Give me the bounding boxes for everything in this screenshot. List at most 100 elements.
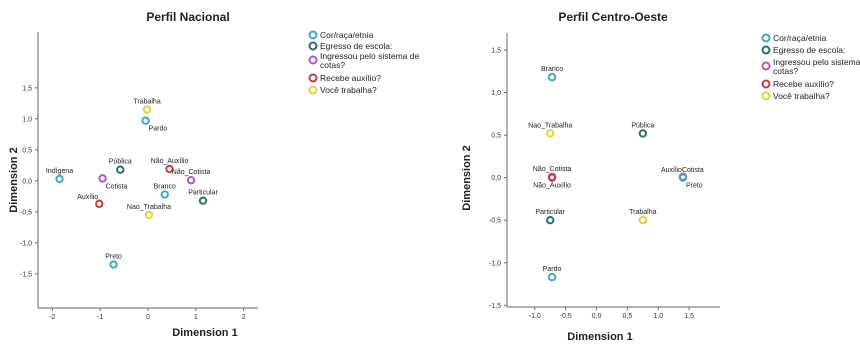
point-label: Preto <box>105 254 122 261</box>
point-label: Auxílio <box>77 194 98 201</box>
y-tick-label: -0,5 <box>20 209 32 216</box>
point-marker <box>547 73 557 82</box>
y-tick-label: -1,5 <box>20 271 32 278</box>
legend-label-cor: Cor/raça/etnia <box>320 30 374 40</box>
x-tick-label: 2 <box>242 314 246 321</box>
y-tick-label: 1,5 <box>22 85 32 92</box>
point-label: Nao_Trabalha <box>127 204 171 211</box>
point-marker <box>109 260 118 269</box>
point-marker <box>141 116 150 125</box>
legend-marker-egresso <box>761 45 771 55</box>
legend: Cor/raça/etnia Egresso de escola: Ingres… <box>308 30 422 95</box>
legend-label-trabalho: Você trabalha? <box>320 85 377 95</box>
plot-area: 1,5 1,0 0,5 0,0 -0,5 -1,0 -1,5 -2 -1 0 1 2 Trabalha P… <box>20 32 258 321</box>
legend-label-auxilio: Recebe auxílio? <box>320 73 381 83</box>
legend-label-auxilio: Recebe auxílio? <box>773 79 834 89</box>
point-marker <box>546 216 555 225</box>
legend-marker-cotas <box>308 55 318 65</box>
point-label: Branco <box>541 66 563 73</box>
y-tick-label: -1,5 <box>489 303 501 310</box>
x-tick-label: 0,0 <box>592 313 602 320</box>
x-tick-label: 1,5 <box>684 313 694 320</box>
point-label: Pardo <box>149 126 168 133</box>
point-label: Indígena <box>46 168 73 175</box>
y-tick-label: 0,5 <box>491 133 501 140</box>
legend-marker-trabalho <box>308 85 318 95</box>
x-tick-label: -1 <box>97 314 103 321</box>
point-label: Cotista <box>106 183 128 190</box>
legend-label-cotas-line-2: cotas? <box>320 60 345 70</box>
plot-area: 1,5 1,0 0,5 0,0 -0,5 -1,0 -1,5 -1,0 -0,5 0,0 0,5 1,… <box>489 33 720 320</box>
point-marker <box>98 174 107 183</box>
point-label: Não_Auxílio <box>533 183 571 190</box>
point-marker <box>142 105 152 114</box>
point-label: Particular <box>535 209 565 216</box>
point-marker <box>547 173 557 182</box>
point-label: Trabalha <box>629 209 656 216</box>
point-label: Particular <box>188 190 218 197</box>
y-tick-label: -1,0 <box>20 240 32 247</box>
chart-title: Perfil Centro-Oeste <box>558 10 668 24</box>
legend-label-trabalho: Você trabalha? <box>773 91 830 101</box>
legend-label-cotas: Ingressou pelo sistema de cotas? <box>320 51 422 70</box>
point-label: Não_Cotista <box>533 166 572 173</box>
point-marker <box>678 173 688 182</box>
x-axis-title: Dimension 1 <box>567 331 632 343</box>
x-tick-label: 1 <box>194 314 198 321</box>
point-marker <box>546 129 555 138</box>
point-marker <box>160 190 169 199</box>
point-marker <box>638 129 648 138</box>
point-label: Cotista <box>682 167 704 174</box>
legend-marker-cotas <box>761 61 771 71</box>
point-marker <box>95 199 104 209</box>
chart-svg-centro-oeste: Perfil Centro-Oeste Dimension 1 Dimensio… <box>461 10 860 343</box>
legend-marker-trabalho <box>761 91 771 101</box>
chart-perfil-centro-oeste: Perfil Centro-Oeste Dimension 1 Dimensio… <box>430 0 860 344</box>
point-marker <box>165 164 174 174</box>
chart-svg-nacional: Perfil Nacional Dimension 1 Dimension 2 … <box>8 10 422 339</box>
x-tick-label: 0,5 <box>623 313 633 320</box>
x-tick-label: -2 <box>49 314 55 321</box>
x-tick-label: -0,5 <box>560 313 572 320</box>
y-axis-title: Dimension 2 <box>8 147 20 212</box>
point-label: Auxílio <box>661 167 682 174</box>
y-tick-label: 0,0 <box>22 178 32 185</box>
point-marker <box>547 273 557 282</box>
x-tick-label: 0 <box>146 314 150 321</box>
x-axis-title: Dimension 1 <box>172 327 237 339</box>
x-tick-label: 1,0 <box>653 313 663 320</box>
y-tick-label: 1,0 <box>22 116 32 123</box>
legend-marker-egresso <box>308 41 318 51</box>
point-label: Pública <box>109 159 132 166</box>
legend-label-egresso: Egresso de escola: <box>773 45 845 55</box>
legend-marker-cor <box>308 30 318 40</box>
chart-title: Perfil Nacional <box>146 10 229 24</box>
point-label: Trabalha <box>133 99 160 106</box>
point-marker <box>116 165 125 174</box>
y-tick-label: 1,5 <box>491 48 501 55</box>
y-tick-label: 0,5 <box>22 147 32 154</box>
y-tick-label: 0,0 <box>491 175 501 182</box>
legend-marker-auxilio <box>761 79 771 89</box>
legend-label-cotas-line-1: Ingressou pelo sistema de <box>320 51 419 61</box>
point-marker <box>144 210 154 220</box>
point-marker <box>638 216 648 225</box>
legend-label-cotas-line-1: Ingressou pelo sistema de <box>773 57 860 67</box>
point-label: Não_Auxílio <box>151 158 189 165</box>
legend: Cor/raça/etnia Egresso de escola: Ingres… <box>761 33 860 101</box>
legend-label-cotas: Ingressou pelo sistema de cotas? <box>773 57 860 76</box>
y-tick-label: -1,0 <box>489 260 501 267</box>
point-label: Branco <box>154 183 176 190</box>
y-tick-label: 1,0 <box>491 90 501 97</box>
legend-label-egresso: Egresso de escola: <box>320 41 392 51</box>
point-marker <box>198 196 208 205</box>
point-label: Preto <box>686 183 703 190</box>
point-label: Pardo <box>543 266 562 273</box>
chart-perfil-nacional: Perfil Nacional Dimension 1 Dimension 2 … <box>8 10 422 339</box>
point-label: Pública <box>631 122 654 129</box>
y-axis-title: Dimension 2 <box>461 145 473 210</box>
legend-label-cotas-line-2: cotas? <box>773 66 798 76</box>
x-tick-label: -1,0 <box>529 313 541 320</box>
legend-marker-auxilio <box>308 73 318 83</box>
point-label: Nao_Trabalha <box>528 122 572 129</box>
